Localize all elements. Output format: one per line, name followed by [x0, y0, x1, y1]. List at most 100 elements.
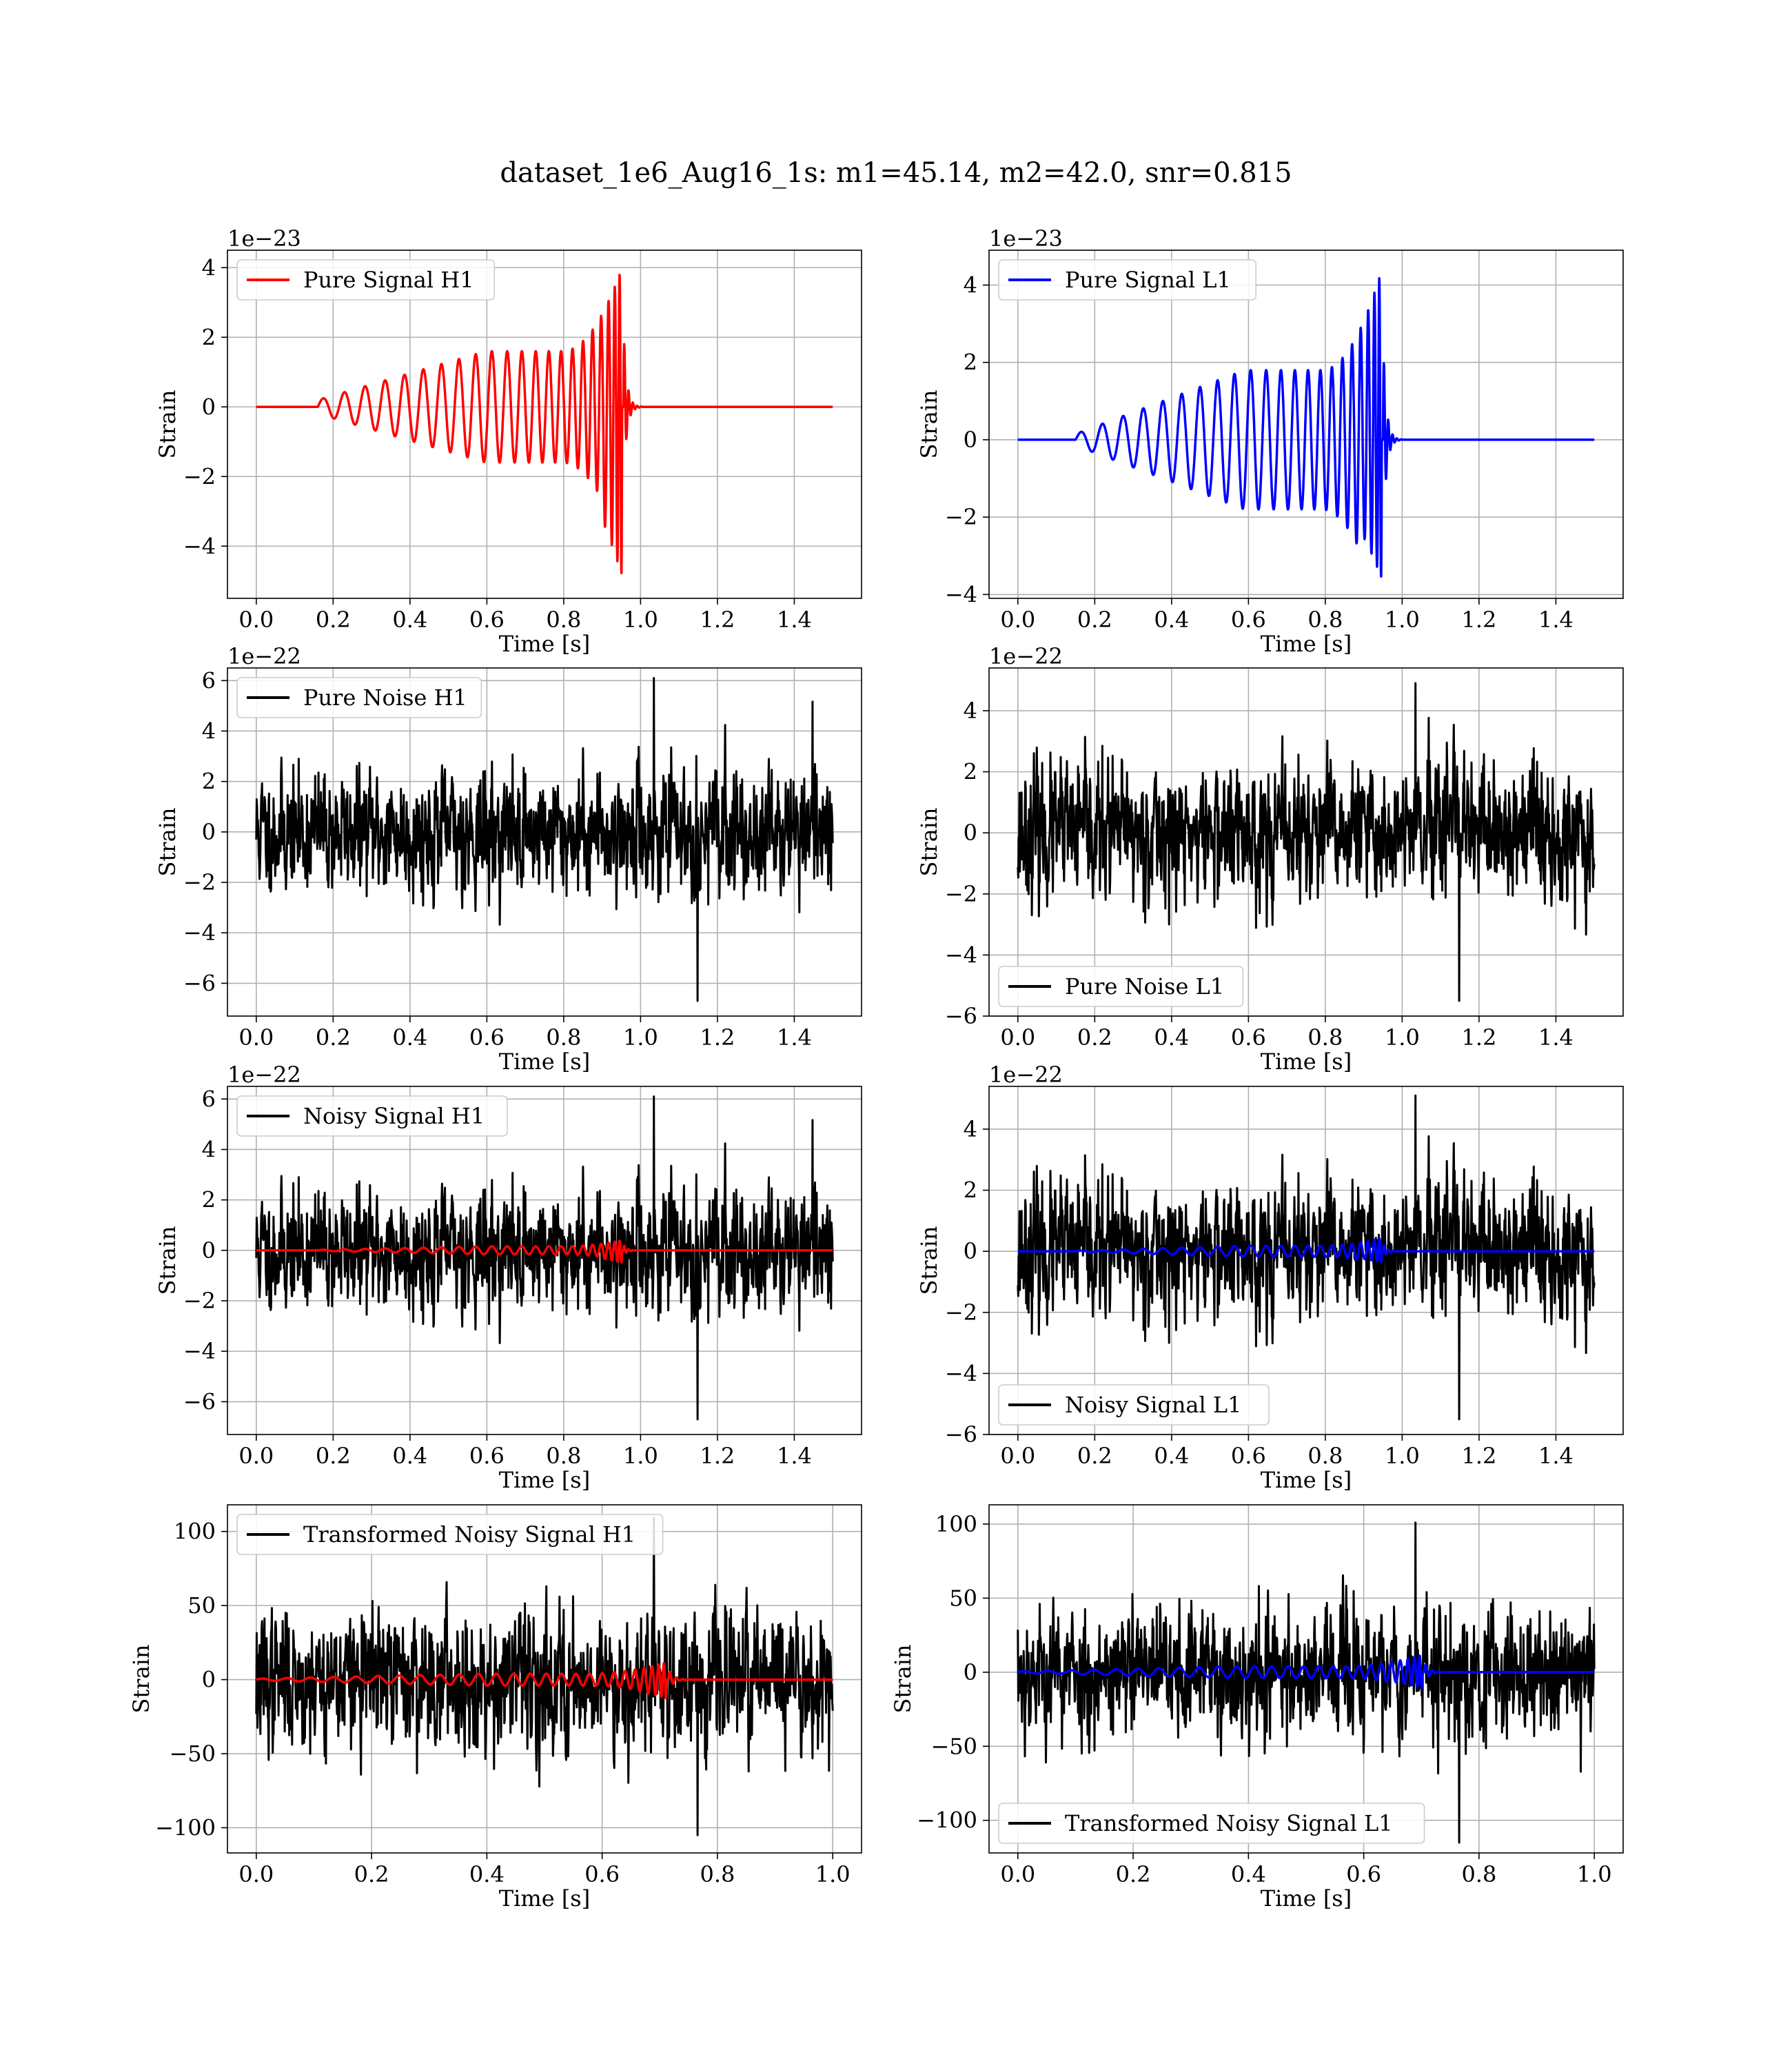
y-tick-label: 50 — [949, 1585, 977, 1611]
x-tick-label: 1.0 — [815, 1861, 851, 1887]
x-tick-label: 0.6 — [469, 1024, 505, 1051]
series-line-transformed-noisy-signal-h1-overlay — [255, 1662, 834, 1700]
x-tick-label: 1.4 — [1538, 1443, 1574, 1469]
x-tick-label: 0.6 — [1231, 607, 1266, 633]
y-tick-label: 4 — [964, 1116, 977, 1142]
y-axis-label: Strain — [916, 390, 942, 459]
x-tick-label: 1.4 — [777, 1443, 812, 1469]
y-tick-label: −2 — [945, 504, 977, 530]
x-axis-label: Time [s] — [499, 1048, 590, 1075]
series-line-pure-noise-l1 — [1017, 682, 1596, 1002]
y-axis-label: Strain — [916, 1226, 942, 1295]
offset-text: 1e−23 — [227, 225, 301, 252]
legend: Pure Signal L1 — [998, 259, 1257, 301]
y-tick-label: −2 — [183, 463, 216, 489]
series-line-noisy-signal-l1-overlay — [1017, 1237, 1596, 1264]
y-tick-label: 0 — [202, 1667, 216, 1693]
x-tick-label: 0.4 — [392, 1443, 427, 1469]
y-tick-label: −6 — [945, 1003, 977, 1029]
y-axis-label: Strain — [916, 808, 942, 877]
y-tick-label: 0 — [964, 1238, 977, 1264]
offset-text: 1e−22 — [989, 1062, 1063, 1088]
x-tick-label: 0.4 — [392, 1024, 427, 1051]
x-axis-label: Time [s] — [1261, 1048, 1352, 1075]
x-tick-label: 0.2 — [1077, 1443, 1112, 1469]
plot-area — [255, 677, 834, 1002]
y-tick-label: 4 — [964, 698, 977, 724]
x-tick-label: 1.4 — [1538, 1024, 1574, 1051]
y-axis-label: Strain — [154, 808, 181, 877]
legend-label: Pure Noise L1 — [1065, 973, 1224, 1000]
plot-area — [1017, 682, 1596, 1002]
x-tick-label: 1.2 — [700, 1024, 735, 1051]
y-tick-label: −100 — [155, 1814, 216, 1841]
y-tick-label: 2 — [202, 1187, 216, 1213]
plot-area — [255, 273, 834, 575]
x-tick-label: 1.2 — [700, 1443, 735, 1469]
y-tick-label: 0 — [964, 1659, 977, 1685]
axes-frame — [988, 1086, 1624, 1435]
x-tick-label: 1.4 — [777, 607, 812, 633]
axes-frame — [227, 250, 862, 599]
x-tick-label: 0.8 — [546, 1443, 581, 1469]
series-line-transformed-noisy-signal-h1 — [255, 1517, 834, 1836]
offset-text: 1e−22 — [989, 643, 1063, 669]
plot-area — [1017, 1094, 1596, 1421]
x-tick-label: 0.0 — [238, 1443, 274, 1469]
x-tick-label: 0.2 — [316, 607, 351, 633]
series-line-transformed-noisy-signal-l1-overlay — [1017, 1654, 1596, 1690]
x-tick-label: 0.0 — [1000, 1024, 1035, 1051]
x-tick-label: 0.8 — [1307, 1443, 1343, 1469]
y-tick-label: 100 — [174, 1519, 216, 1545]
axes-frame — [988, 667, 1624, 1017]
x-tick-label: 0.8 — [1307, 607, 1343, 633]
y-tick-label: 4 — [964, 272, 977, 298]
y-tick-label: 6 — [202, 1086, 216, 1112]
y-axis-label: Strain — [154, 390, 181, 459]
x-tick-label: 0.8 — [546, 607, 581, 633]
legend-box — [998, 1384, 1270, 1426]
y-tick-label: −2 — [183, 869, 216, 895]
y-tick-label: −4 — [945, 581, 977, 607]
x-tick-label: 0.6 — [1346, 1861, 1381, 1887]
y-tick-label: 4 — [202, 1136, 216, 1162]
series-line-noisy-signal-h1 — [255, 1095, 834, 1421]
legend: Transformed Noisy Signal H1 — [236, 1514, 664, 1555]
x-tick-label: 0.0 — [238, 607, 274, 633]
plot-area — [1017, 276, 1596, 578]
offset-text: 1e−22 — [227, 1062, 301, 1088]
x-tick-label: 0.4 — [469, 1861, 505, 1887]
y-tick-label: −4 — [945, 1360, 977, 1386]
x-tick-label: 1.0 — [1385, 1024, 1420, 1051]
plot-area — [1017, 1521, 1596, 1844]
y-tick-label: −6 — [945, 1421, 977, 1448]
axes-frame — [227, 667, 862, 1017]
x-tick-label: 0.4 — [1154, 1024, 1189, 1051]
offset-text: 1e−23 — [989, 225, 1063, 252]
y-axis-label: Strain — [154, 1226, 181, 1295]
legend: Pure Signal H1 — [236, 259, 496, 301]
legend-box — [236, 1095, 508, 1137]
x-axis-label: Time [s] — [1261, 631, 1352, 657]
x-tick-label: 0.0 — [1000, 607, 1035, 633]
y-tick-label: −4 — [183, 1338, 216, 1364]
x-tick-label: 1.2 — [1461, 1443, 1496, 1469]
legend-label: Pure Signal H1 — [303, 267, 474, 293]
x-tick-label: 0.0 — [238, 1861, 274, 1887]
y-tick-label: 0 — [202, 1237, 216, 1264]
x-axis-label: Time [s] — [1261, 1467, 1352, 1493]
x-tick-label: 0.6 — [469, 1443, 505, 1469]
x-axis-label: Time [s] — [499, 631, 590, 657]
legend: Pure Noise L1 — [998, 966, 1244, 1007]
y-tick-label: 0 — [964, 820, 977, 846]
x-tick-label: 1.4 — [1538, 607, 1574, 633]
legend-label: Pure Signal L1 — [1065, 267, 1231, 293]
x-tick-label: 1.0 — [1385, 1443, 1420, 1469]
plot-area — [255, 1517, 834, 1836]
y-tick-label: 0 — [202, 819, 216, 845]
chart-panel-pure-noise-l1: 0.0 0.2 0.4 0.6 0.8 1.0 1.2 1.4 −6 −4 −2 0 2 4 Time [s… — [916, 643, 1624, 1075]
series-line-transformed-noisy-signal-l1 — [1017, 1521, 1596, 1844]
chart-panel-transformed-noisy-signal-l1: 0.0 0.2 0.4 0.6 0.8 1.0 −100 −50 0 50 100 Time [s] S… — [890, 1504, 1624, 1912]
x-tick-label: 0.2 — [316, 1443, 351, 1469]
